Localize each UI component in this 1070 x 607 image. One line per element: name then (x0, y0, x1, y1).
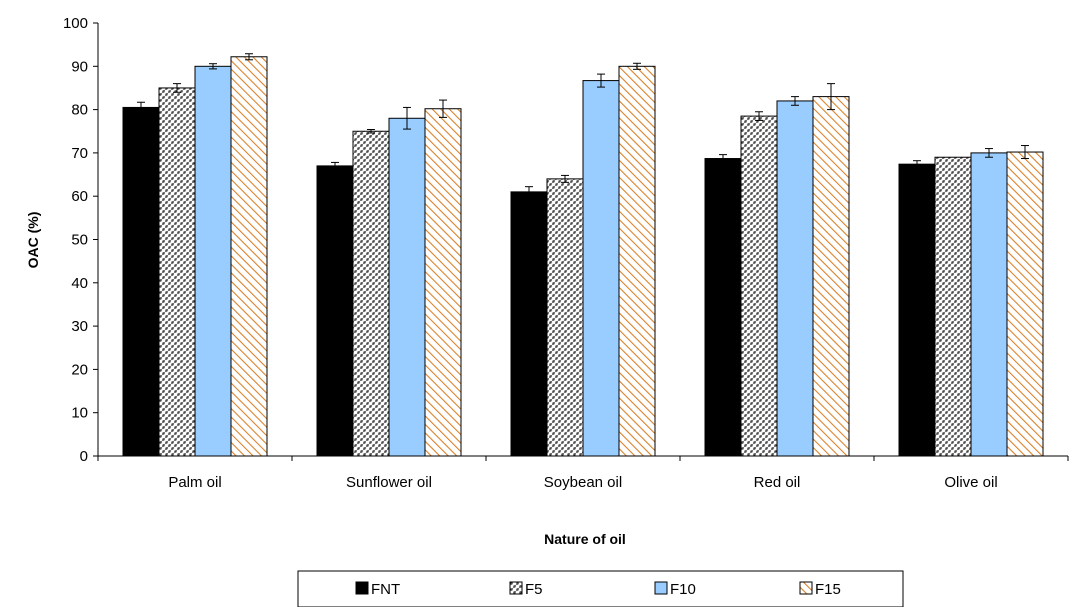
error-bar (367, 129, 375, 134)
legend-swatch-fnt (355, 581, 369, 595)
legend-swatch-f15 (799, 581, 813, 595)
bar-f5 (740, 115, 778, 457)
y-tick-label: 20 (71, 361, 88, 378)
y-axis-title: OAC (%) (25, 212, 41, 269)
bar-f10 (970, 152, 1008, 457)
y-tick-label: 70 (71, 145, 88, 162)
bar-fnt (704, 158, 742, 457)
bar-f5 (546, 178, 584, 457)
error-bar (597, 73, 605, 88)
error-bar (245, 53, 253, 61)
y-tick-label: 30 (71, 318, 88, 335)
category-label: Red oil (754, 474, 801, 491)
y-tick-label: 60 (71, 188, 88, 205)
y-tick-label: 90 (71, 58, 88, 75)
bar-f15 (812, 96, 850, 457)
category-labels: Palm oil Sunflower oil Soybean oil Red oil O… (168, 474, 997, 491)
bar-fnt (316, 165, 354, 457)
bar-f10 (388, 117, 426, 457)
category-label: Olive oil (944, 474, 997, 491)
legend-label-f10: F10 (670, 581, 696, 598)
error-bar (791, 96, 799, 106)
error-bar (403, 106, 411, 130)
error-bar (719, 154, 727, 163)
bar-f10 (776, 100, 814, 457)
error-bar (1021, 145, 1029, 160)
category-label: Palm oil (168, 474, 221, 491)
bar-f5 (158, 87, 196, 457)
bar-f15 (424, 108, 462, 457)
bar-f10 (194, 65, 232, 457)
legend-label-f15: F15 (815, 581, 841, 598)
category-label: Soybean oil (544, 474, 622, 491)
bars (122, 56, 1044, 457)
legend-label-f5: F5 (525, 581, 543, 598)
error-bar (827, 83, 835, 111)
error-bar (209, 63, 217, 70)
error-bar (137, 101, 145, 114)
error-bar (561, 174, 569, 183)
y-tick-label: 40 (71, 275, 88, 292)
bar-f15 (1006, 151, 1044, 457)
error-bar (525, 186, 533, 198)
x-axis-title: Nature of oil (544, 531, 626, 547)
bar-f5 (934, 156, 972, 457)
error-bar (633, 62, 641, 70)
error-bar (331, 161, 339, 170)
error-bar (755, 111, 763, 121)
bar-fnt (898, 163, 936, 457)
bar-f15 (618, 65, 656, 457)
y-tick-label: 50 (71, 232, 88, 249)
bar-f15 (230, 56, 268, 457)
bar-f10 (582, 80, 620, 457)
error-bar (439, 99, 447, 118)
bar-fnt (510, 191, 548, 457)
y-tick-label: 80 (71, 102, 88, 119)
error-bar (173, 83, 181, 93)
tick-labels: 0 10 20 30 40 50 60 70 80 90 100 (63, 15, 88, 465)
category-label: Sunflower oil (346, 474, 432, 491)
legend-label-fnt: FNT (371, 581, 400, 598)
bar-fnt (122, 106, 160, 457)
error-bars (137, 53, 1029, 198)
error-bar (913, 160, 921, 169)
legend-swatch-f5 (509, 581, 523, 595)
y-tick-label: 100 (63, 15, 88, 32)
bar-f5 (352, 130, 390, 457)
error-bar (985, 148, 993, 158)
legend-swatch-f10 (654, 581, 668, 595)
y-tick-label: 10 (71, 405, 88, 422)
legend: FNT F5 F10 F15 (297, 570, 904, 607)
y-tick-label: 0 (80, 448, 88, 465)
